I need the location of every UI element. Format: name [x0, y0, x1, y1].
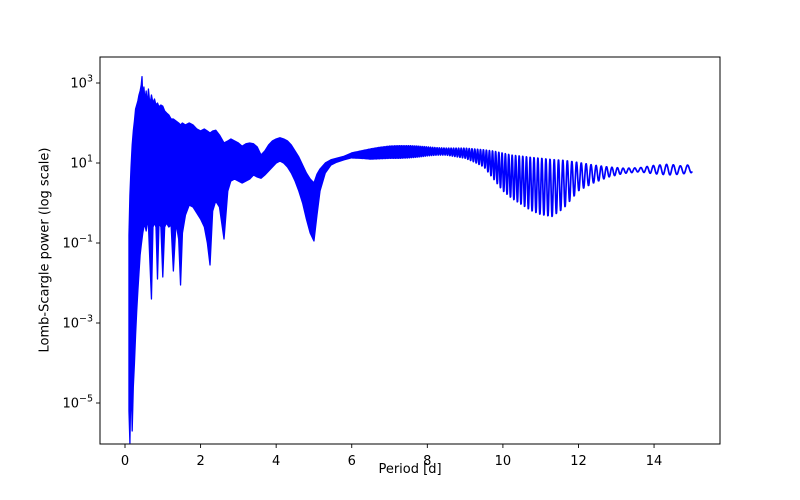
x-tick-label: 0 [121, 454, 129, 469]
x-tick-label: 4 [272, 454, 280, 469]
y-tick-label: 101 [70, 154, 93, 172]
y-tick-label: 10−1 [62, 234, 93, 252]
y-tick-label: 10−3 [62, 314, 93, 332]
periodogram-line [350, 144, 693, 218]
x-tick-label: 6 [348, 454, 356, 469]
x-axis-tick-group: 0 2 4 6 8 10 12 14 [121, 444, 662, 469]
x-axis-label: Period [d] [378, 462, 442, 477]
y-axis-tick-group: 103 101 10−1 10−3 10−5 [62, 74, 100, 412]
axes-border [99, 56, 721, 445]
x-tick-label: 2 [196, 454, 204, 469]
y-tick-label: 103 [70, 74, 93, 92]
y-axis-label: Lomb-Scargle power (log scale) [37, 147, 53, 353]
y-tick-label: 10−5 [62, 394, 93, 412]
plot-area [100, 57, 720, 444]
x-tick-label: 14 [646, 454, 663, 469]
periodogram-series [128, 75, 693, 444]
x-tick-label: 12 [570, 454, 587, 469]
x-tick-label: 8 [423, 454, 431, 469]
x-tick-label: 10 [495, 454, 512, 469]
